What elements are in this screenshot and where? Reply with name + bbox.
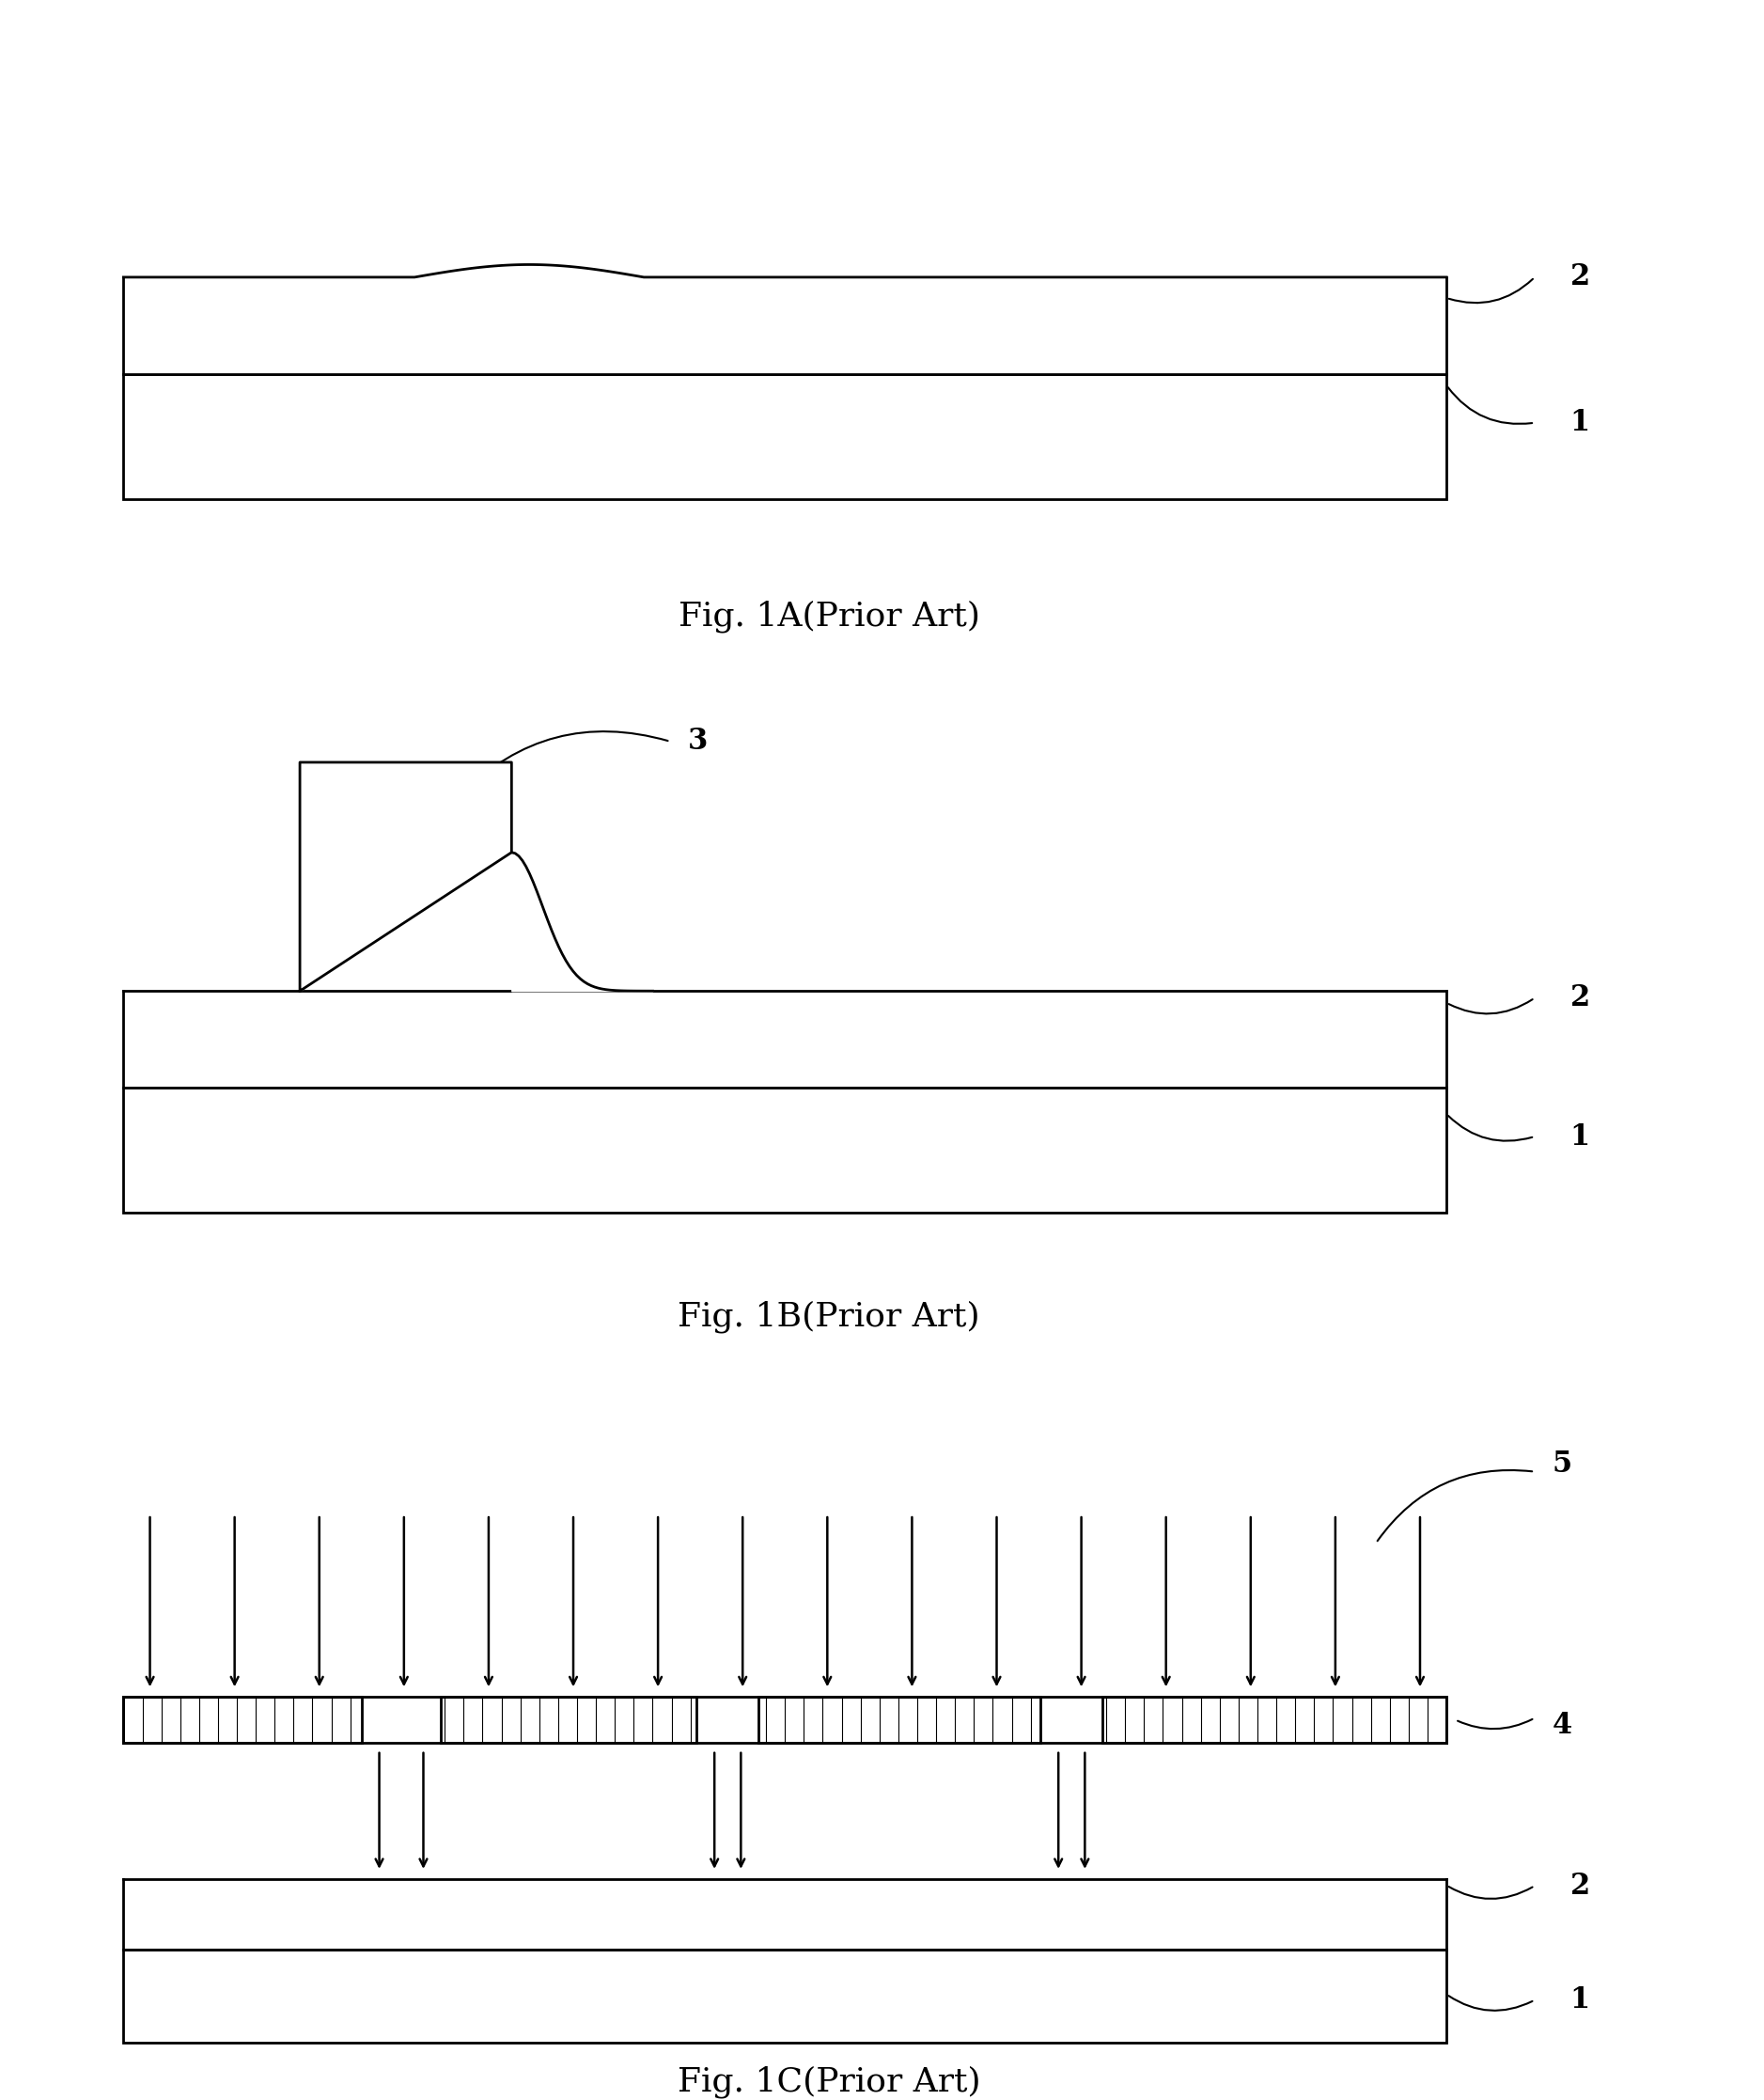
Text: 3: 3 [688,727,707,756]
Text: 1: 1 [1570,1121,1589,1151]
Text: 5: 5 [1552,1449,1572,1478]
Polygon shape [123,265,1446,374]
Text: 1: 1 [1570,1985,1589,2014]
Bar [123,1951,1446,2043]
Polygon shape [123,991,1446,1088]
Text: Fig. 1B(Prior Art): Fig. 1B(Prior Art) [677,1300,981,1334]
Text: 2: 2 [1570,262,1589,292]
Bar [123,1088,1446,1212]
Text: 2: 2 [1570,983,1589,1012]
Bar [123,374,1446,500]
Bar [123,1697,1446,1743]
Bar [697,1693,759,1747]
Text: 4: 4 [1552,1711,1572,1739]
Text: 1: 1 [1570,407,1589,437]
Text: Fig. 1A(Prior Art): Fig. 1A(Prior Art) [677,601,981,632]
Bar [362,1693,441,1747]
Text: Fig. 1C(Prior Art): Fig. 1C(Prior Art) [677,2066,981,2098]
Text: 2: 2 [1570,1871,1589,1901]
Bar [1041,1693,1102,1747]
Polygon shape [300,762,512,991]
